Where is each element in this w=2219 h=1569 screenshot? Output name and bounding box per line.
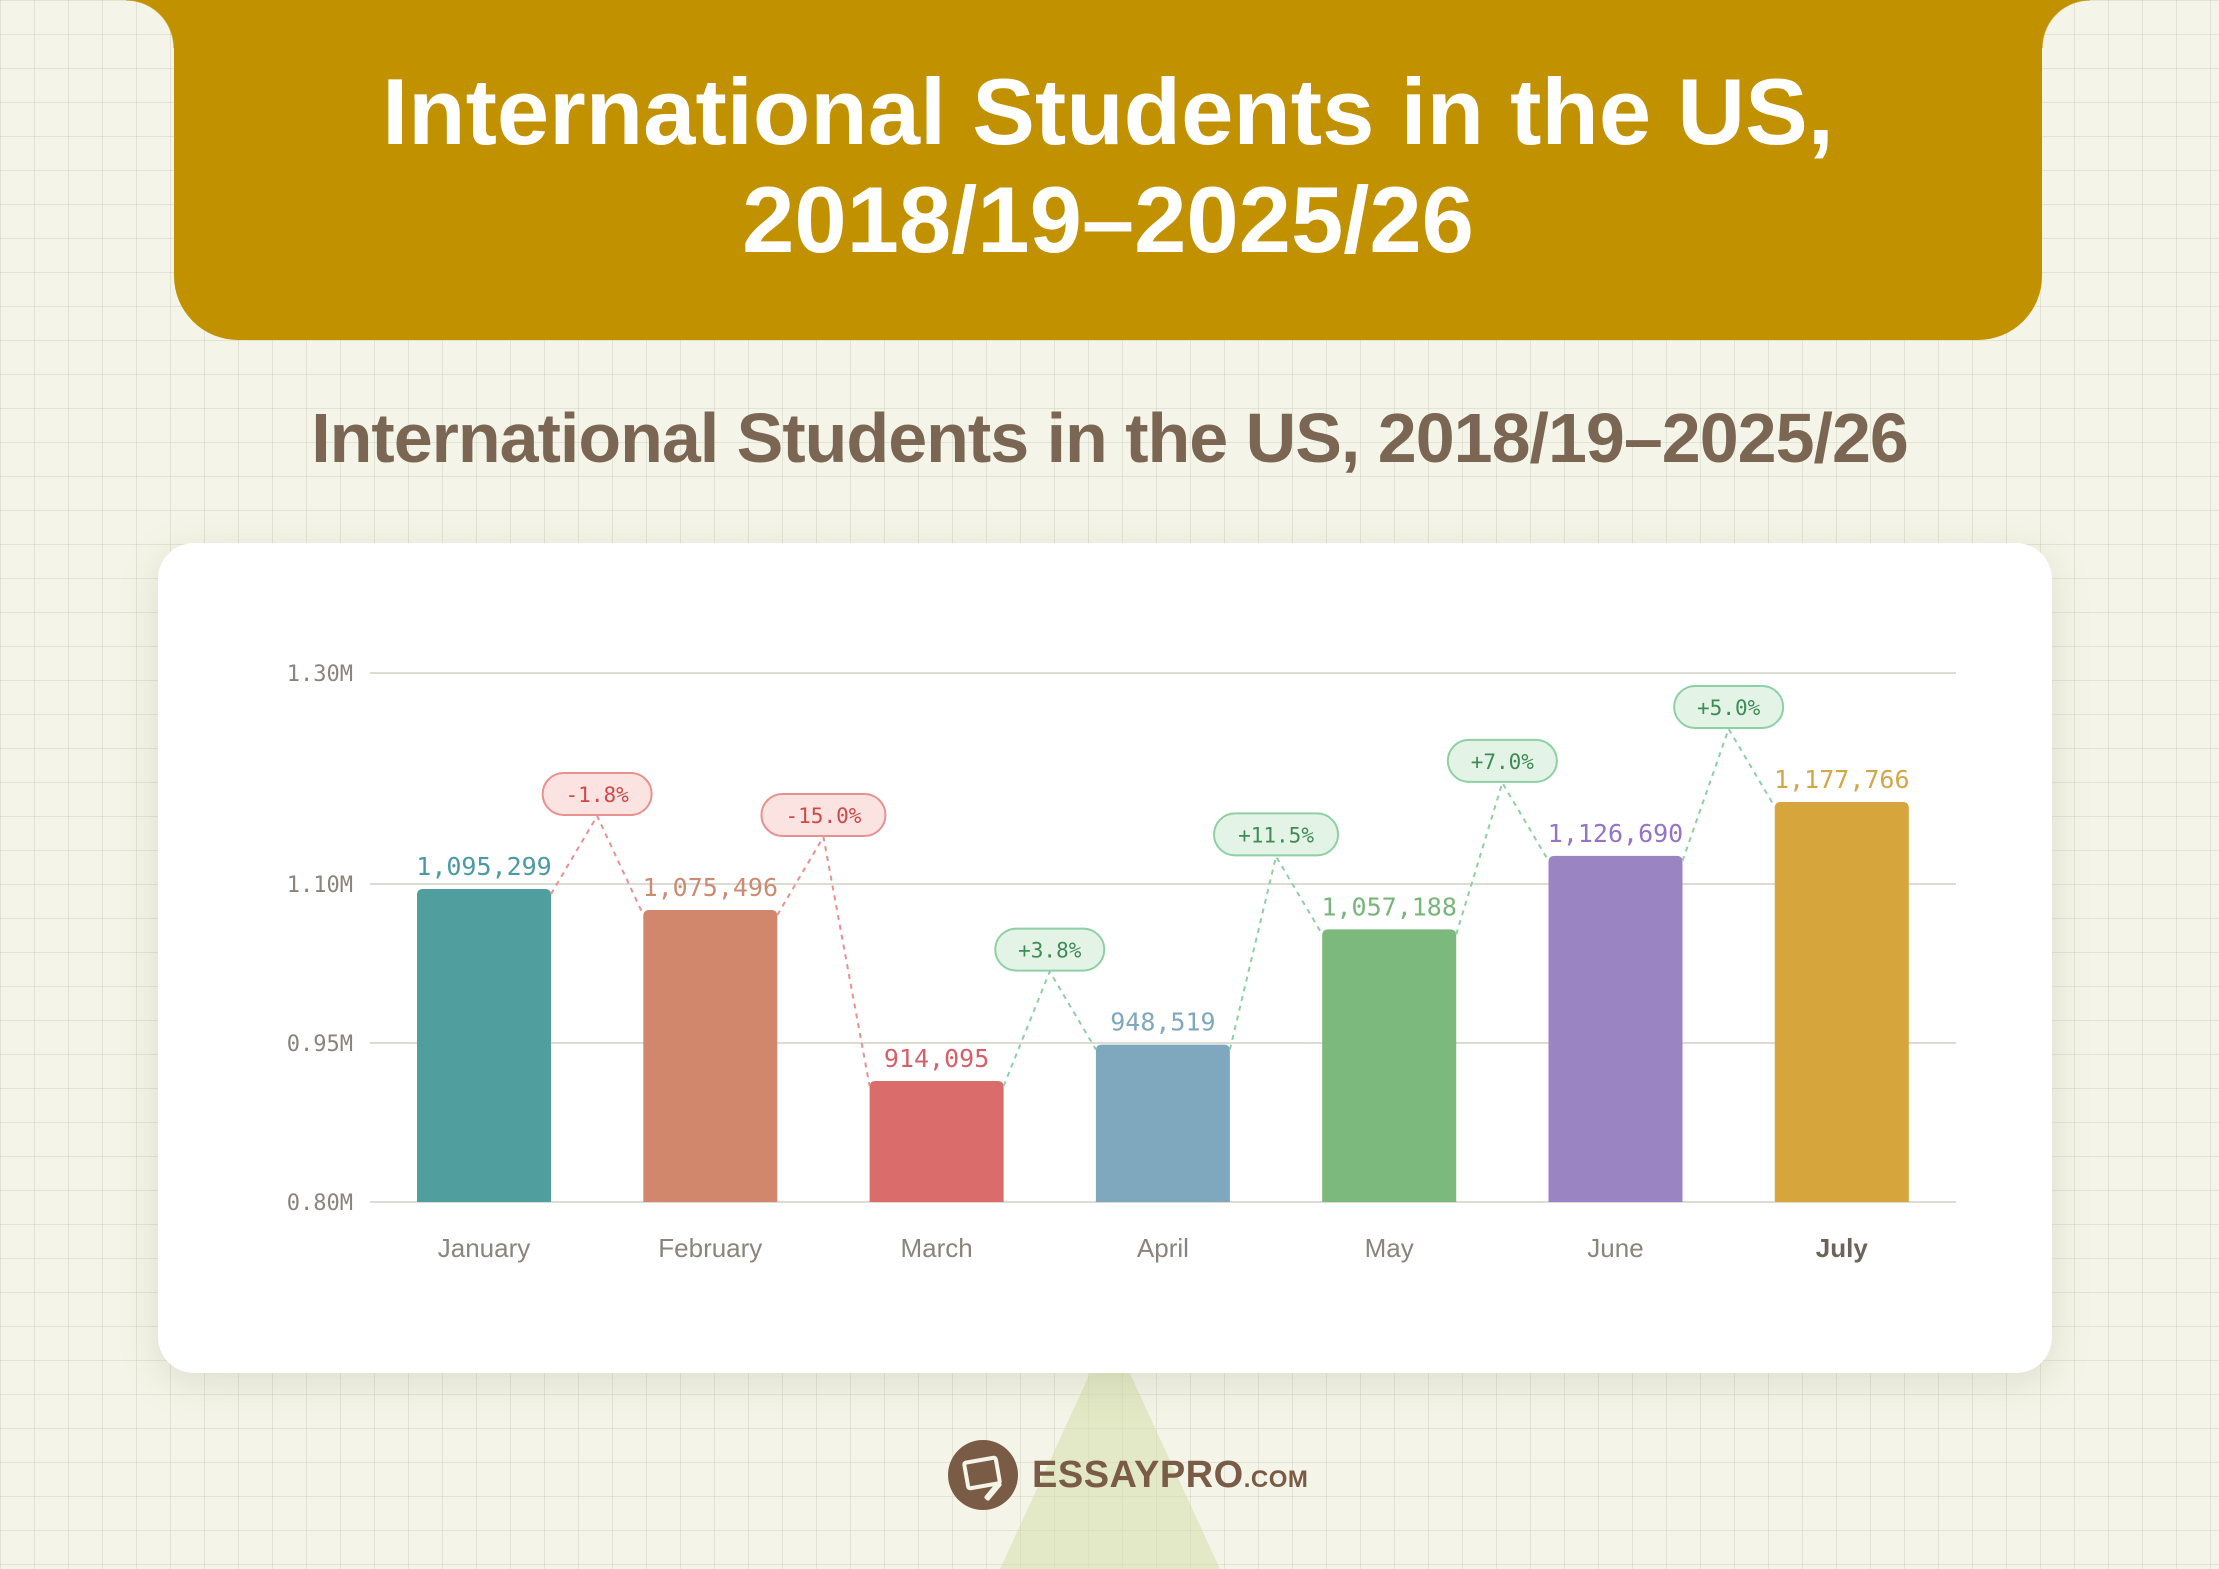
change-connector	[1002, 969, 1097, 1087]
chart-card: 0.80M 0.95M 1.10M 1.30M 1,095,299 January 1,07…	[158, 543, 2052, 1373]
bar-value-label: 1,075,496	[643, 873, 778, 902]
bar	[869, 1081, 1004, 1202]
x-tick-label: June	[1587, 1233, 1643, 1263]
bar	[1774, 801, 1909, 1202]
change-pill	[1673, 684, 1785, 729]
title-banner: International Students in the US, 2018/1…	[126, 0, 2090, 340]
change-label: +7.0%	[1471, 750, 1535, 774]
change-label: +5.0%	[1697, 696, 1761, 720]
bar	[417, 888, 551, 1202]
logo-tld: .COM	[1243, 1465, 1309, 1493]
change-connector	[550, 813, 645, 916]
change-connector	[776, 834, 871, 1087]
essaypro-logo: ESSAYPRO.COM	[948, 1437, 1308, 1513]
x-tick-label: March	[900, 1233, 972, 1263]
bar-value-label: 1,126,690	[1548, 819, 1683, 848]
change-label: -1.8%	[566, 783, 630, 807]
logo-name: ESSAYPRO	[1032, 1453, 1244, 1496]
bar-value-label: 1,177,766	[1774, 765, 1909, 794]
y-tick-label: 0.80M	[287, 1191, 353, 1216]
x-tick-label: April	[1137, 1233, 1189, 1263]
bar	[643, 909, 778, 1202]
bar-value-label: 1,057,188	[1321, 892, 1456, 921]
bar-value-label: 1,095,299	[416, 852, 551, 881]
change-pill	[994, 927, 1106, 972]
change-pill	[1446, 738, 1558, 783]
change-label: +11.5%	[1238, 823, 1314, 847]
bar-value-label: 948,519	[1110, 1008, 1215, 1037]
x-tick-label: May	[1365, 1233, 1414, 1263]
change-connector	[1228, 853, 1324, 1050]
x-tick-label: July	[1816, 1233, 1869, 1263]
y-tick-label: 0.95M	[287, 1032, 353, 1057]
bar	[1322, 929, 1457, 1202]
y-tick-label: 1.30M	[287, 662, 353, 687]
x-tick-label: January	[438, 1233, 531, 1263]
banner-title: International Students in the US, 2018/1…	[382, 59, 1834, 272]
y-tick-label: 1.10M	[287, 873, 353, 898]
essay-icon	[948, 1440, 1018, 1510]
change-pill	[541, 771, 653, 816]
change-pill	[760, 792, 887, 837]
change-connector	[1681, 726, 1776, 862]
change-label: +3.8%	[1018, 939, 1082, 963]
x-tick-label: February	[658, 1233, 762, 1263]
change-pill	[1213, 812, 1340, 857]
bar	[1548, 855, 1683, 1202]
change-label: -15.0%	[786, 804, 862, 828]
bar-value-label: 914,095	[884, 1044, 989, 1073]
change-connector	[1455, 780, 1550, 935]
bar-chart: 0.80M 0.95M 1.10M 1.30M 1,095,299 January 1,07…	[287, 662, 1956, 1263]
bar	[1095, 1044, 1230, 1202]
chart-subtitle: International Students in the US, 2018/1…	[311, 399, 1909, 477]
